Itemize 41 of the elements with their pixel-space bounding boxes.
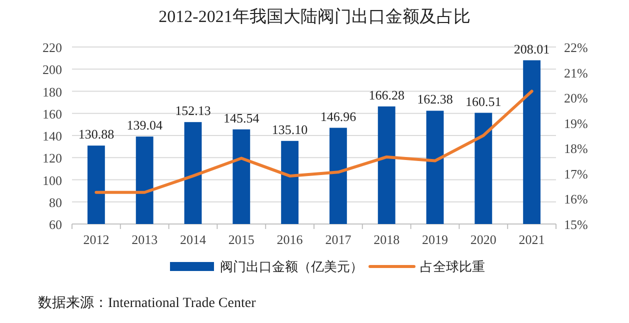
- x-tick-label: 2013: [132, 232, 158, 247]
- data-label: 146.96: [320, 108, 357, 124]
- y2-tick-label: 22%: [564, 40, 588, 55]
- source-note: 数据来源：International Trade Center: [38, 295, 256, 311]
- y-tick-label: 180: [42, 84, 62, 100]
- data-label: 166.28: [368, 87, 404, 102]
- data-label: 145.54: [224, 110, 260, 126]
- y-tick-label: 60: [49, 217, 62, 232]
- data-label: 160.51: [466, 94, 502, 109]
- x-tick-label: 2016: [276, 232, 304, 247]
- data-label: 162.38: [417, 92, 453, 107]
- y-tick-label: 80: [49, 194, 62, 210]
- y2-tick-label: 15%: [564, 217, 588, 232]
- y2-tick-label: 18%: [564, 141, 588, 156]
- x-tick-label: 2017: [325, 232, 352, 247]
- y2-tick-label: 19%: [564, 116, 588, 131]
- chart-title: 2012-2021年我国大陆阀门出口金额及占比: [158, 7, 470, 26]
- x-tick-label: 2018: [374, 232, 400, 247]
- y2-tick-label: 20%: [564, 90, 588, 106]
- legend-label: 占全球比重: [420, 259, 485, 274]
- x-tick-label: 2019: [422, 232, 448, 247]
- y-tick-label: 120: [42, 150, 62, 166]
- x-tick-label: 2014: [180, 232, 206, 247]
- y2-tick-label: 21%: [564, 65, 588, 80]
- data-label: 152.13: [175, 103, 211, 118]
- data-label: 208.01: [514, 41, 550, 56]
- y-tick-label: 140: [42, 128, 62, 144]
- y-tick-label: 100: [42, 172, 62, 188]
- x-tick-label: 2021: [518, 232, 545, 247]
- x-tick-label: 2020: [470, 232, 496, 247]
- y-tick-label: 200: [42, 62, 62, 78]
- y2-tick-label: 17%: [564, 166, 588, 182]
- x-tick-label: 2012: [83, 232, 110, 247]
- y-tick-label: 160: [42, 106, 62, 122]
- legend-label: 阀门出口金额（亿美元）: [220, 259, 363, 274]
- data-label: 135.10: [272, 122, 308, 137]
- x-tick-label: 2015: [228, 232, 254, 247]
- data-label: 130.88: [78, 126, 114, 142]
- y-tick-label: 220: [42, 40, 62, 55]
- y2-tick-label: 16%: [564, 192, 588, 207]
- data-label: 139.04: [126, 118, 163, 133]
